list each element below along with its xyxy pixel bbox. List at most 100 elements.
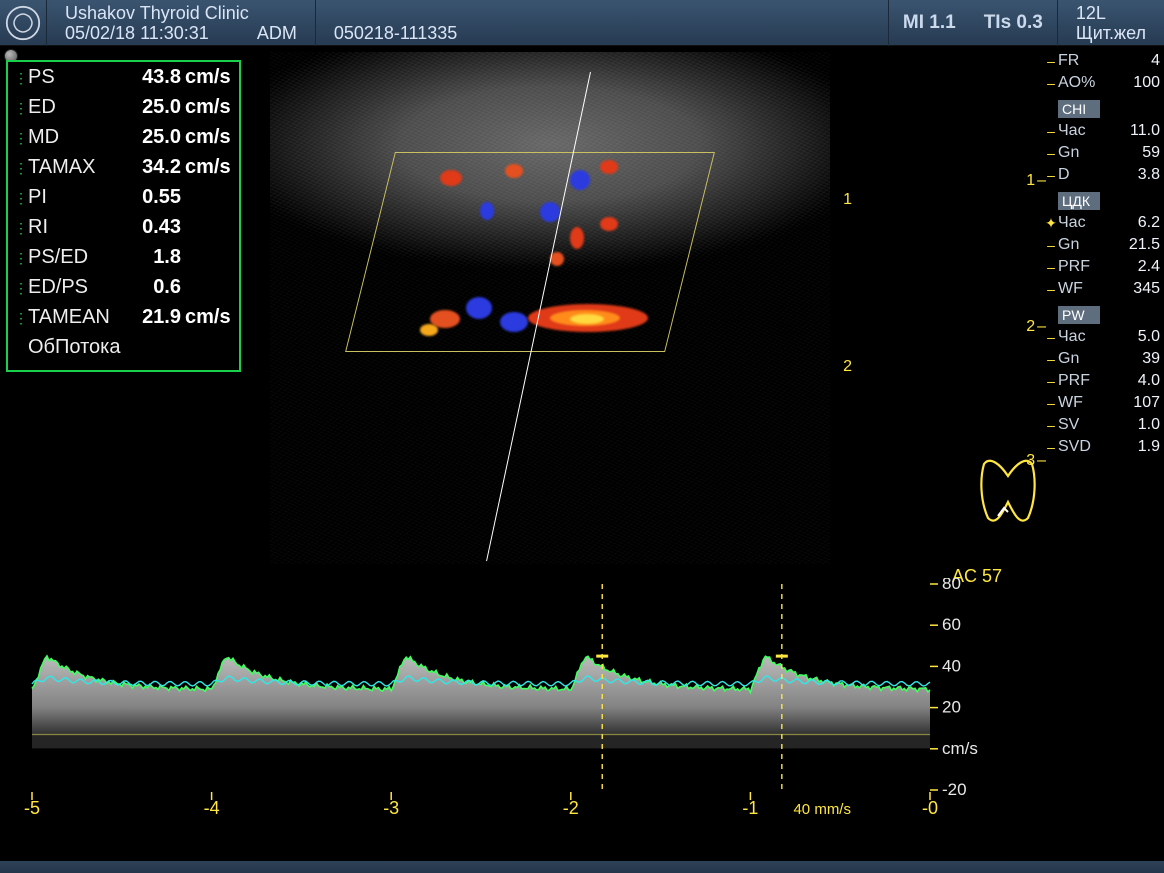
param-value: 5.0 <box>1104 328 1160 346</box>
exam-id: 050218-111335 <box>334 23 457 43</box>
measurement-unit: cm/s <box>181 96 233 119</box>
measurement-key: TAMEAN <box>28 306 112 329</box>
param-row: –D3.8 <box>1044 164 1164 186</box>
param-row: –AO%100 <box>1044 72 1164 94</box>
param-row: –PRF4.0 <box>1044 370 1164 392</box>
param-key: Час <box>1058 328 1104 346</box>
param-row: –SVD1.9 <box>1044 436 1164 458</box>
measurement-row: ⋮MD25.0cm/s <box>14 126 233 156</box>
clinic-block: Ushakov Thyroid Clinic 05/02/18 11:30:31… <box>47 3 315 43</box>
param-key: Gn <box>1058 236 1104 254</box>
measurement-row: ⋮PS/ED1.8 <box>14 246 233 276</box>
x-tick-label: -2 <box>563 798 579 818</box>
param-row: –Час11.0 <box>1044 120 1164 142</box>
param-value: 21.5 <box>1104 236 1160 254</box>
preset-name: Щит.жел <box>1076 23 1146 43</box>
flow-blob <box>570 170 590 190</box>
param-value: 1.9 <box>1104 438 1160 456</box>
param-row: –FR4 <box>1044 50 1164 72</box>
param-row: –Gn39 <box>1044 348 1164 370</box>
depth-number: 2 <box>843 358 852 376</box>
measurement-row: ⋮TAMAX34.2cm/s <box>14 156 233 186</box>
measurement-value: 0.55 <box>112 186 181 209</box>
measurement-footer: ОбПотока <box>14 336 233 366</box>
measurement-value: 43.8 <box>112 66 181 89</box>
x-tick-label: -0 <box>922 798 938 818</box>
measurement-key: MD <box>28 126 112 149</box>
param-tick-icon: – <box>1044 145 1058 161</box>
param-row: ✦Час6.2 <box>1044 212 1164 234</box>
flow-blob <box>440 170 462 186</box>
probe-name: 12L <box>1076 3 1146 23</box>
param-key: WF <box>1058 394 1104 412</box>
y-tick-label: cm/s <box>942 739 978 758</box>
param-row: –Час5.0 <box>1044 326 1164 348</box>
param-row: –Gn59 <box>1044 142 1164 164</box>
param-value: 2.4 <box>1104 258 1160 276</box>
bmode-viewport[interactable]: 12 <box>270 52 830 564</box>
measurement-value: 25.0 <box>112 126 181 149</box>
param-key: SV <box>1058 416 1104 434</box>
measurement-row: ⋮PI0.55 <box>14 186 233 216</box>
param-value: 39 <box>1104 350 1160 368</box>
measurement-row: ⋮TAMEAN21.9cm/s <box>14 306 233 336</box>
param-value: 59 <box>1104 144 1160 162</box>
row-marker-icon: ⋮ <box>14 98 28 118</box>
param-key: Час <box>1058 122 1104 140</box>
param-row: –PRF2.4 <box>1044 256 1164 278</box>
y-tick-label: -20 <box>942 780 967 799</box>
param-key: Gn <box>1058 350 1104 368</box>
measurement-key: TAMAX <box>28 156 112 179</box>
param-key: WF <box>1058 280 1104 298</box>
flow-blob <box>570 314 604 324</box>
param-tick-icon: – <box>1044 395 1058 411</box>
param-key: PRF <box>1058 372 1104 390</box>
param-row: –WF107 <box>1044 392 1164 414</box>
param-value: 100 <box>1104 74 1160 92</box>
row-marker-icon: ⋮ <box>14 188 28 208</box>
spectral-doppler-strip[interactable]: 80604020cm/s-20-5-4-3-2-1-040 mm/s <box>18 578 988 818</box>
group-marker: 3 <box>1026 452 1046 470</box>
group-marker: 1 <box>1026 172 1046 190</box>
row-marker-icon: ⋮ <box>14 278 28 298</box>
measurement-unit: cm/s <box>181 156 233 179</box>
param-key: FR <box>1058 52 1104 70</box>
measurement-value: 25.0 <box>112 96 181 119</box>
measurement-row: ⋮RI0.43 <box>14 216 233 246</box>
param-key: AO% <box>1058 74 1104 92</box>
row-marker-icon: ⋮ <box>14 308 28 328</box>
param-row: –WF345 <box>1044 278 1164 300</box>
row-marker-icon: ⋮ <box>14 128 28 148</box>
parameters-sidebar: –FR4–AO%100CHI–Час11.0–Gn59–D3.8ЦДК✦Час6… <box>1044 50 1164 458</box>
param-tick-icon: – <box>1044 237 1058 253</box>
measurement-key: ED <box>28 96 112 119</box>
param-tick-icon: – <box>1044 259 1058 275</box>
measurement-key: PS/ED <box>28 246 112 269</box>
x-tick-label: -3 <box>383 798 399 818</box>
measurement-row: ⋮ED25.0cm/s <box>14 96 233 126</box>
flow-blob <box>600 160 618 174</box>
flow-blob <box>570 227 584 249</box>
param-tick-icon: – <box>1044 167 1058 183</box>
param-key: Час <box>1058 214 1104 232</box>
row-marker-icon: ⋮ <box>14 218 28 238</box>
measurement-footer-label: ОбПотока <box>28 336 233 359</box>
adm-label: ADM <box>257 23 297 43</box>
measurement-value: 1.8 <box>112 246 181 269</box>
footer-band <box>0 861 1164 873</box>
measurement-unit: cm/s <box>181 126 233 149</box>
group-marker: 2 <box>1026 318 1046 336</box>
param-tick-icon: – <box>1044 75 1058 91</box>
exam-datetime: 05/02/18 11:30:31 <box>65 23 209 43</box>
measurement-unit: cm/s <box>181 66 233 89</box>
y-tick-label: 60 <box>942 615 961 634</box>
exam-id-block: 050218-111335 <box>316 3 475 43</box>
param-key: D <box>1058 166 1104 184</box>
x-tick-label: -5 <box>24 798 40 818</box>
param-key: Gn <box>1058 144 1104 162</box>
mi-value: MI 1.1 <box>889 12 970 34</box>
param-value: 6.2 <box>1104 214 1160 232</box>
measurement-unit: cm/s <box>181 306 233 329</box>
param-tick-icon: – <box>1044 373 1058 389</box>
param-tick-icon: – <box>1044 123 1058 139</box>
